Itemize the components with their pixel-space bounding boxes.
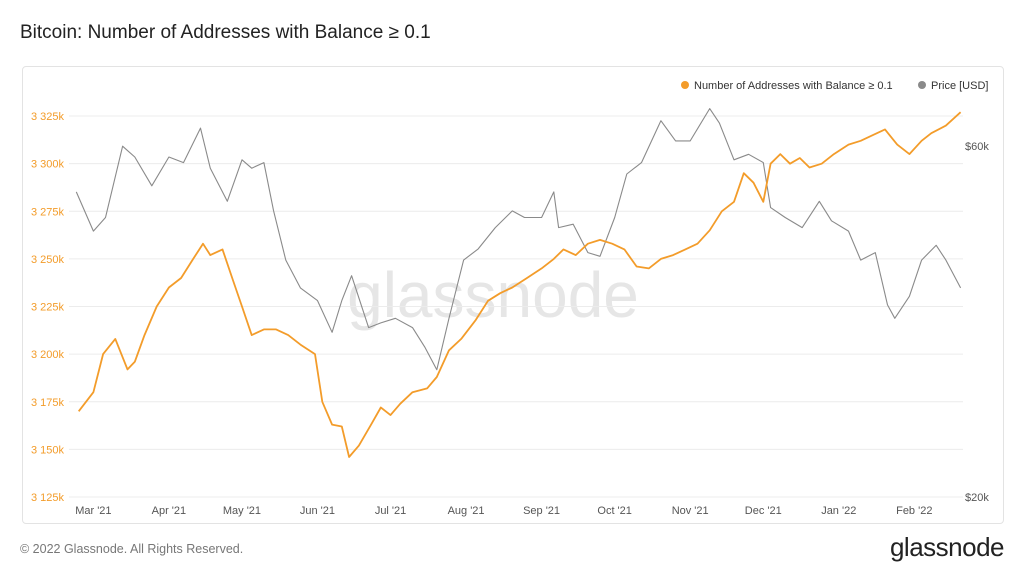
legend-swatch-price bbox=[918, 81, 926, 89]
chart-panel: glassnode 3 125k 3 150k 3 175k 3 200k 3 225k… bbox=[22, 66, 1004, 524]
x-tick-label: Jan '22 bbox=[821, 505, 856, 517]
y-left-tick-label: 3 275k bbox=[31, 206, 65, 218]
page-title: Bitcoin: Number of Addresses with Balanc… bbox=[20, 22, 431, 43]
y-left-tick-label: 3 125k bbox=[31, 492, 65, 504]
x-tick-label: Sep '21 bbox=[523, 505, 560, 517]
addresses-series-line[interactable] bbox=[77, 111, 962, 458]
x-tick-label: Aug '21 bbox=[448, 505, 485, 517]
x-tick-label: Oct '21 bbox=[597, 505, 632, 517]
x-tick-label: Mar '21 bbox=[75, 505, 111, 517]
legend-label-price[interactable]: Price [USD] bbox=[931, 80, 988, 92]
x-tick-label: Jul '21 bbox=[375, 505, 406, 517]
legend-label-addresses[interactable]: Number of Addresses with Balance ≥ 0.1 bbox=[694, 80, 893, 92]
y-right-tick-label: $20k bbox=[965, 492, 989, 504]
y-left-tick-label: 3 300k bbox=[31, 159, 65, 171]
legend-swatch-addresses bbox=[681, 81, 689, 89]
y-left-tick-label: 3 325k bbox=[31, 111, 65, 123]
x-tick-label: Feb '22 bbox=[896, 505, 932, 517]
x-tick-label: Dec '21 bbox=[745, 505, 782, 517]
y-right-tick-label: $60k bbox=[965, 141, 989, 153]
y-left-tick-label: 3 200k bbox=[31, 349, 65, 361]
y-left-tick-label: 3 225k bbox=[31, 302, 65, 314]
x-tick-label: Jun '21 bbox=[300, 505, 335, 517]
legend: Number of Addresses with Balance ≥ 0.1 P… bbox=[681, 80, 988, 92]
y-left-tick-label: 3 175k bbox=[31, 397, 65, 409]
price-series-line[interactable] bbox=[75, 108, 962, 371]
glassnode-logo: glassnode bbox=[889, 532, 1005, 562]
y-left-tick-label: 3 150k bbox=[31, 444, 65, 456]
copyright-text: © 2022 Glassnode. All Rights Reserved. bbox=[20, 542, 244, 556]
x-tick-label: Nov '21 bbox=[672, 505, 709, 517]
x-tick-label: May '21 bbox=[223, 505, 261, 517]
x-tick-label: Apr '21 bbox=[152, 505, 187, 517]
y-left-tick-label: 3 250k bbox=[31, 254, 65, 266]
